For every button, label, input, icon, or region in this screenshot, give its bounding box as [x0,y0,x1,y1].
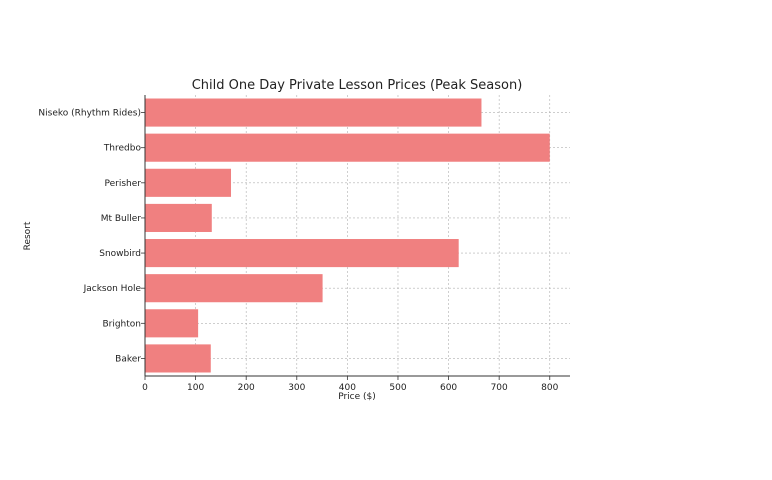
x-tick-label: 800 [541,383,558,393]
x-tick-label: 600 [440,383,457,393]
bar [145,239,459,268]
y-tick-label: Mt Buller [101,214,142,224]
y-tick-label: Jackson Hole [83,284,142,294]
y-tick-label: Baker [115,354,141,364]
y-tick-label: Niseko (Rhythm Rides) [38,109,141,119]
x-axis-title: Price ($) [338,392,376,402]
bar [145,133,550,162]
bar [145,98,482,127]
y-tick-label: Brighton [102,319,141,329]
x-tick-label: 400 [339,383,356,393]
chart-title: Child One Day Private Lesson Prices (Pea… [192,78,523,93]
bar [145,168,232,197]
x-tick-label: 500 [389,383,406,393]
x-tick-label: 700 [491,383,508,393]
y-tick-label: Thredbo [103,144,142,154]
bar [145,203,212,232]
axes: 0 100 200 300 400 500 600 700 800 Niseko (Rhythm … [38,95,570,393]
bar [145,274,323,303]
x-tick-label: 0 [142,383,148,393]
y-tick-label: Snowbird [99,249,141,259]
x-tick-label: 200 [238,383,255,393]
y-tick-label: Perisher [105,179,142,189]
bar [145,309,199,338]
bars [145,98,550,373]
bar [145,344,211,373]
y-axis-title: Resort [23,221,33,250]
x-tick-label: 100 [187,383,204,393]
x-tick-label: 300 [288,383,305,393]
